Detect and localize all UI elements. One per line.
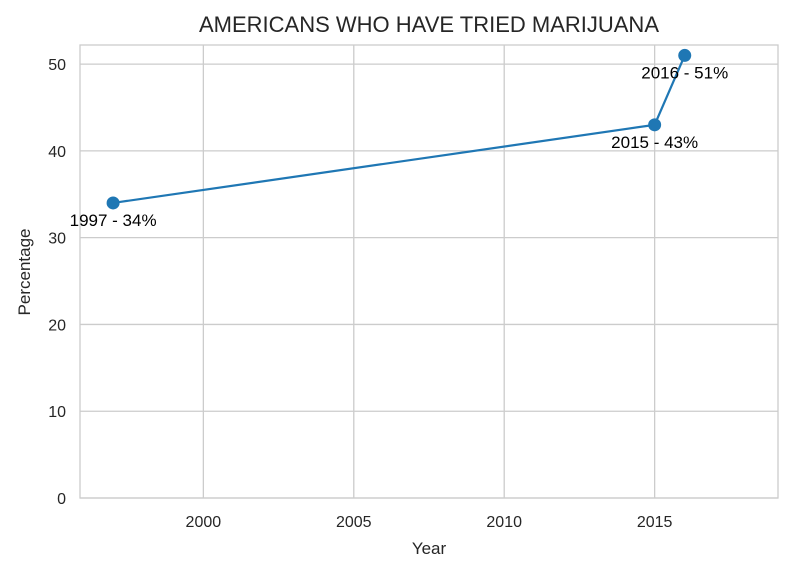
x-tick-label: 2005 [336, 514, 372, 531]
plot-frame [79, 44, 779, 499]
data-label: 2016 - 51% [641, 63, 728, 82]
x-tick-label: 2000 [186, 514, 222, 531]
x-axis-ticks: 2000 2005 2010 2015 [186, 514, 673, 531]
data-label: 1997 - 34% [70, 211, 157, 230]
y-axis-label: Percentage [15, 229, 34, 316]
x-tick-label: 2015 [637, 514, 673, 531]
y-tick-label: 50 [48, 57, 66, 74]
y-axis-ticks: 0 10 20 30 40 50 [48, 57, 66, 508]
y-tick-label: 40 [48, 144, 66, 161]
data-point [678, 48, 692, 62]
chart-title: AMERICANS WHO HAVE TRIED MARIJUANA [199, 12, 659, 37]
y-tick-label: 0 [57, 491, 66, 508]
grid [80, 45, 778, 499]
y-tick-label: 10 [48, 404, 66, 421]
series-line [112, 54, 686, 205]
data-point [106, 196, 120, 210]
data-label: 2015 - 43% [611, 133, 698, 152]
data-point [648, 118, 662, 132]
data-labels: 1997 - 34% 2015 - 43% 2016 - 51% [70, 63, 729, 230]
y-tick-label: 30 [48, 231, 66, 248]
x-tick-label: 2010 [486, 514, 522, 531]
x-axis-label: Year [412, 539, 447, 558]
y-tick-label: 20 [48, 317, 66, 334]
data-points [106, 48, 692, 210]
